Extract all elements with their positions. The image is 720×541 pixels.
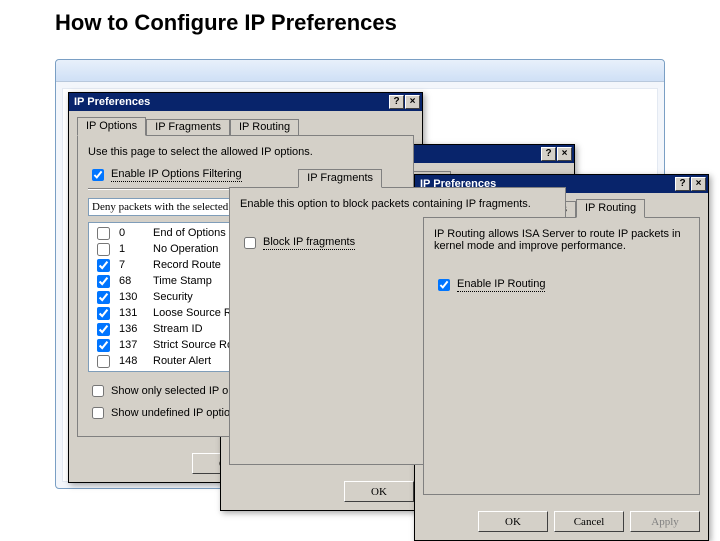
dialog-titlebar[interactable]: IP Preferences ? × [69, 93, 422, 111]
cancel-button[interactable]: Cancel [554, 511, 624, 532]
ok-button[interactable]: OK [344, 481, 414, 502]
option-number: 7 [119, 257, 147, 273]
option-checkbox[interactable] [97, 355, 110, 368]
option-checkbox[interactable] [97, 227, 110, 240]
option-number: 131 [119, 305, 147, 321]
help-icon[interactable]: ? [541, 147, 556, 161]
tab-ip-routing[interactable]: IP Routing [230, 119, 299, 136]
enable-ip-routing-checkbox[interactable] [438, 279, 450, 291]
block-ip-fragments-label: Block IP fragments [263, 236, 355, 250]
dialog-title-text: IP Preferences [74, 93, 150, 111]
option-checkbox[interactable] [97, 259, 110, 272]
enable-ip-routing-label: Enable IP Routing [457, 278, 545, 292]
apply-button[interactable]: Apply [630, 511, 700, 532]
option-checkbox[interactable] [97, 307, 110, 320]
enable-ip-options-label: Enable IP Options Filtering [111, 168, 242, 182]
help-icon[interactable]: ? [389, 95, 404, 109]
close-icon[interactable]: × [405, 95, 420, 109]
enable-ip-options-checkbox[interactable] [92, 169, 104, 181]
dialog-button-row: OK Cancel Apply [415, 503, 708, 540]
option-name: Record Route [153, 257, 221, 273]
tab-ip-fragments[interactable]: IP Fragments [298, 169, 382, 188]
tab-pane-ip-routing: IP Routing allows ISA Server to route IP… [423, 217, 700, 495]
option-name: Router Alert [153, 353, 211, 369]
option-name: No Operation [153, 241, 218, 257]
outer-window-header [56, 60, 664, 82]
option-name: Time Stamp [153, 273, 212, 289]
option-name: Stream ID [153, 321, 203, 337]
close-icon[interactable]: × [691, 177, 706, 191]
show-undefined-checkbox[interactable] [92, 407, 104, 419]
intro-text: Use this page to select the allowed IP o… [88, 146, 403, 158]
block-ip-fragments-checkbox[interactable] [244, 237, 256, 249]
option-checkbox[interactable] [97, 339, 110, 352]
ok-button[interactable]: OK [478, 511, 548, 532]
option-checkbox[interactable] [97, 275, 110, 288]
intro-text: IP Routing allows ISA Server to route IP… [434, 228, 689, 252]
page-title: How to Configure IP Preferences [55, 10, 397, 36]
intro-text: Enable this option to block packets cont… [240, 198, 555, 210]
tab-ip-fragments[interactable]: IP Fragments [146, 119, 230, 136]
option-number: 0 [119, 225, 147, 241]
option-number: 136 [119, 321, 147, 337]
help-icon[interactable]: ? [675, 177, 690, 191]
tab-ip-routing[interactable]: IP Routing [576, 199, 645, 218]
show-undefined-label: Show undefined IP options [111, 407, 242, 419]
option-number: 1 [119, 241, 147, 257]
show-selected-checkbox[interactable] [92, 385, 104, 397]
option-checkbox[interactable] [97, 243, 110, 256]
option-name: Security [153, 289, 193, 305]
dialog-ip-routing: IP Preferences ? × IP Options IP Fragmen… [414, 174, 709, 541]
option-checkbox[interactable] [97, 323, 110, 336]
option-number: 130 [119, 289, 147, 305]
option-checkbox[interactable] [97, 291, 110, 304]
option-number: 137 [119, 337, 147, 353]
tab-ip-options[interactable]: IP Options [77, 117, 146, 136]
close-icon[interactable]: × [557, 147, 572, 161]
option-number: 148 [119, 353, 147, 369]
tab-strip: IP Options IP Fragments IP Routing [77, 117, 414, 136]
option-number: 68 [119, 273, 147, 289]
